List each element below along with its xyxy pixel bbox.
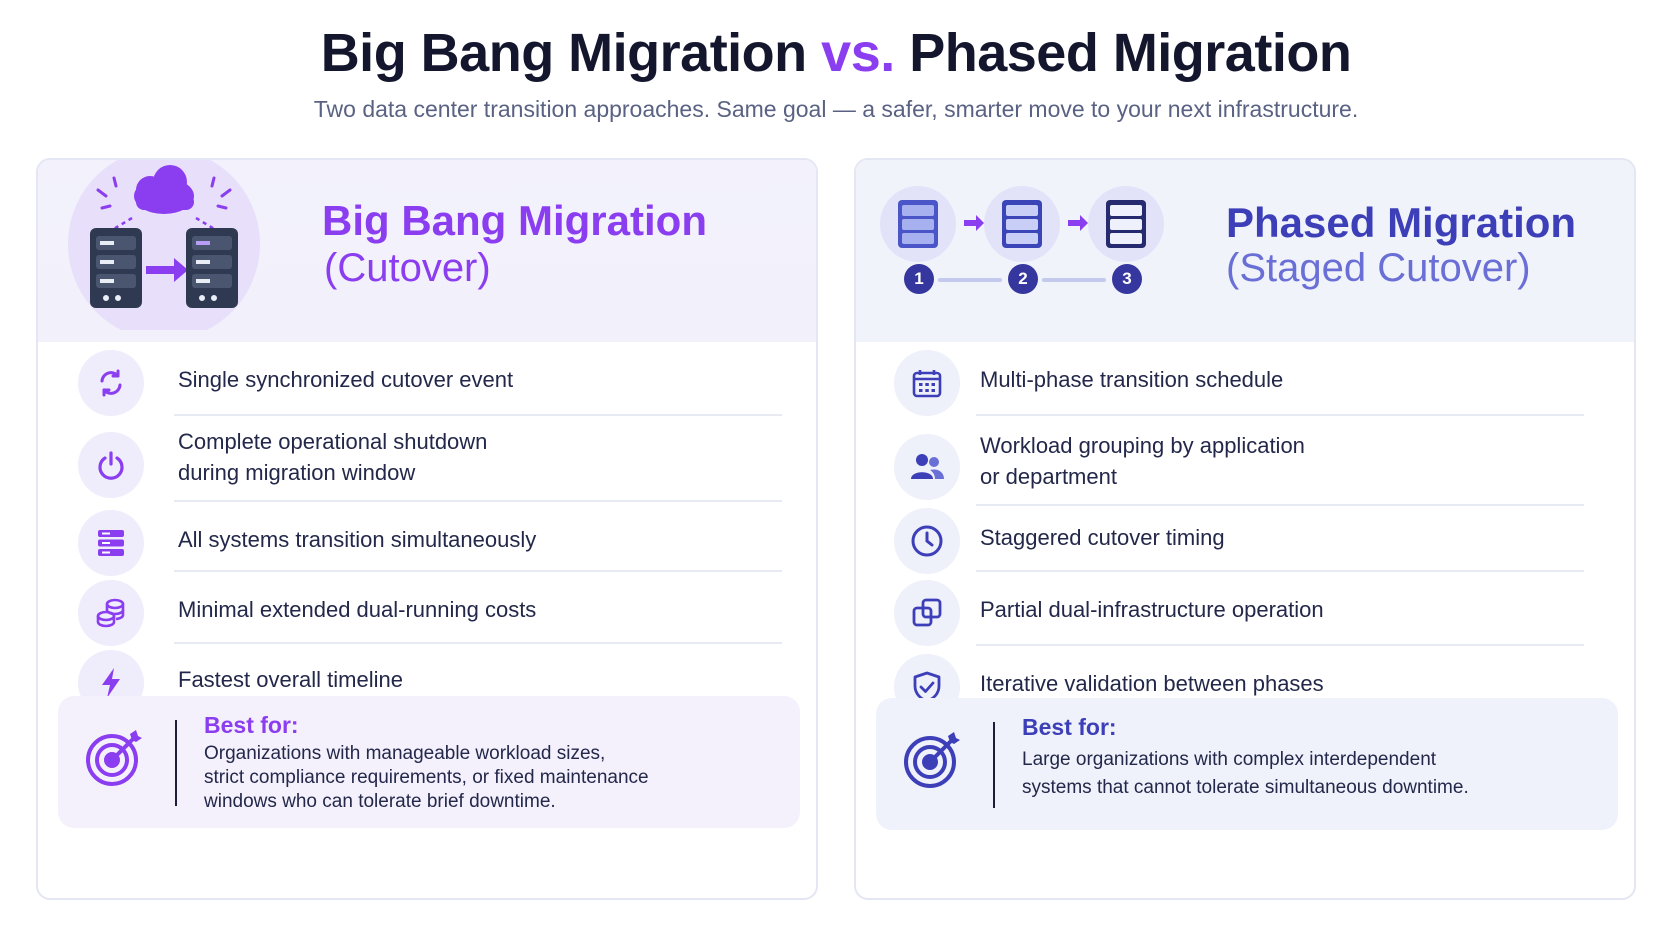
best-for-panel: Best for: Organizations with manageable … bbox=[58, 696, 800, 828]
best-for-line: windows who can tolerate brief downtime. bbox=[204, 791, 556, 812]
list-item-label: Partial dual-infrastructure operation bbox=[980, 597, 1324, 622]
sync-icon bbox=[78, 350, 144, 416]
overlap-squares-icon bbox=[894, 580, 960, 646]
divider bbox=[174, 414, 782, 416]
best-for-label: Best for: bbox=[204, 712, 299, 738]
step-number-1: 1 bbox=[904, 264, 934, 294]
step-number-2: 2 bbox=[1008, 264, 1038, 294]
calendar-icon bbox=[894, 350, 960, 416]
clock-icon bbox=[894, 508, 960, 574]
arrow-right-icon bbox=[1068, 215, 1088, 231]
big-bang-subtitle: (Cutover) bbox=[324, 246, 491, 290]
list-item-label: Workload grouping by application or depa… bbox=[980, 430, 1305, 492]
list-item-label: Staggered cutover timing bbox=[980, 525, 1225, 550]
divider bbox=[175, 720, 177, 806]
best-for-panel: Best for: Large organizations with compl… bbox=[876, 698, 1618, 830]
divider bbox=[976, 504, 1584, 506]
server-phase-1-icon bbox=[898, 200, 938, 248]
divider bbox=[174, 570, 782, 572]
list-item-label: Multi-phase transition schedule bbox=[980, 367, 1284, 392]
best-for-text: Organizations with manageable workload s… bbox=[204, 742, 784, 814]
phased-card-header: 1 2 3 Phased Migration (Staged Cutover) bbox=[856, 160, 1634, 342]
best-for-line: Large organizations with complex interde… bbox=[1022, 749, 1437, 770]
source-server-icon bbox=[90, 228, 142, 308]
divider bbox=[976, 414, 1584, 416]
best-for-line: strict compliance requirements, or fixed… bbox=[204, 767, 649, 788]
best-for-label: Best for: bbox=[1022, 714, 1117, 740]
divider bbox=[976, 570, 1584, 572]
title-vs: vs. bbox=[821, 23, 895, 83]
list-item-label-line: during migration window bbox=[178, 460, 416, 485]
target-server-icon bbox=[186, 228, 238, 308]
list-item-label: Single synchronized cutover event bbox=[178, 367, 514, 392]
server-icon bbox=[78, 510, 144, 576]
divider bbox=[174, 642, 782, 644]
big-bang-hero-illustration bbox=[68, 160, 260, 330]
list-item-label: Minimal extended dual-running costs bbox=[178, 597, 537, 622]
list-item-label-line: Workload grouping by application bbox=[980, 433, 1305, 458]
step-number-3: 3 bbox=[1112, 264, 1142, 294]
phased-hero-illustration bbox=[880, 186, 1164, 282]
power-icon bbox=[78, 432, 144, 498]
target-icon bbox=[86, 730, 142, 786]
list-item-label-line: or department bbox=[980, 464, 1117, 489]
server-phase-2-icon bbox=[1002, 200, 1042, 248]
title-part-big-bang: Big Bang Migration bbox=[320, 23, 822, 83]
title-part-phased: Phased Migration bbox=[894, 23, 1352, 83]
phased-card: 1 2 3 Phased Migration (Staged Cutover) … bbox=[854, 158, 1636, 900]
arrow-right-icon bbox=[964, 215, 984, 231]
best-for-line: Organizations with manageable workload s… bbox=[204, 743, 606, 764]
phased-title: Phased Migration bbox=[1226, 199, 1577, 246]
server-phase-3-icon bbox=[1106, 200, 1146, 248]
users-icon bbox=[894, 434, 960, 500]
best-for-text: Large organizations with complex interde… bbox=[1022, 746, 1602, 802]
divider bbox=[174, 500, 782, 502]
list-item-label: All systems transition simultaneously bbox=[178, 527, 537, 552]
phased-subtitle: (Staged Cutover) bbox=[1226, 246, 1531, 290]
transfer-arrow-icon bbox=[146, 258, 188, 282]
list-item-label: Complete operational shutdown during mig… bbox=[178, 426, 487, 488]
list-item-label: Iterative validation between phases bbox=[980, 671, 1324, 696]
divider bbox=[976, 644, 1584, 646]
page-subtitle: Two data center transition approaches. S… bbox=[313, 96, 1359, 122]
coins-icon bbox=[78, 580, 144, 646]
big-bang-card-header: Big Bang Migration (Cutover) bbox=[38, 160, 816, 342]
list-item-label: Fastest overall timeline bbox=[178, 667, 403, 692]
best-for-line: systems that cannot tolerate simultaneou… bbox=[1022, 777, 1469, 798]
target-icon bbox=[904, 732, 960, 788]
divider bbox=[993, 722, 995, 808]
big-bang-card: Big Bang Migration (Cutover) Single sync… bbox=[36, 158, 818, 900]
cloud-icon bbox=[134, 165, 194, 214]
big-bang-title: Big Bang Migration bbox=[322, 197, 707, 244]
list-item-label-line: Complete operational shutdown bbox=[178, 429, 488, 454]
page-title: Big Bang Migration vs. Phased Migration bbox=[0, 22, 1672, 84]
